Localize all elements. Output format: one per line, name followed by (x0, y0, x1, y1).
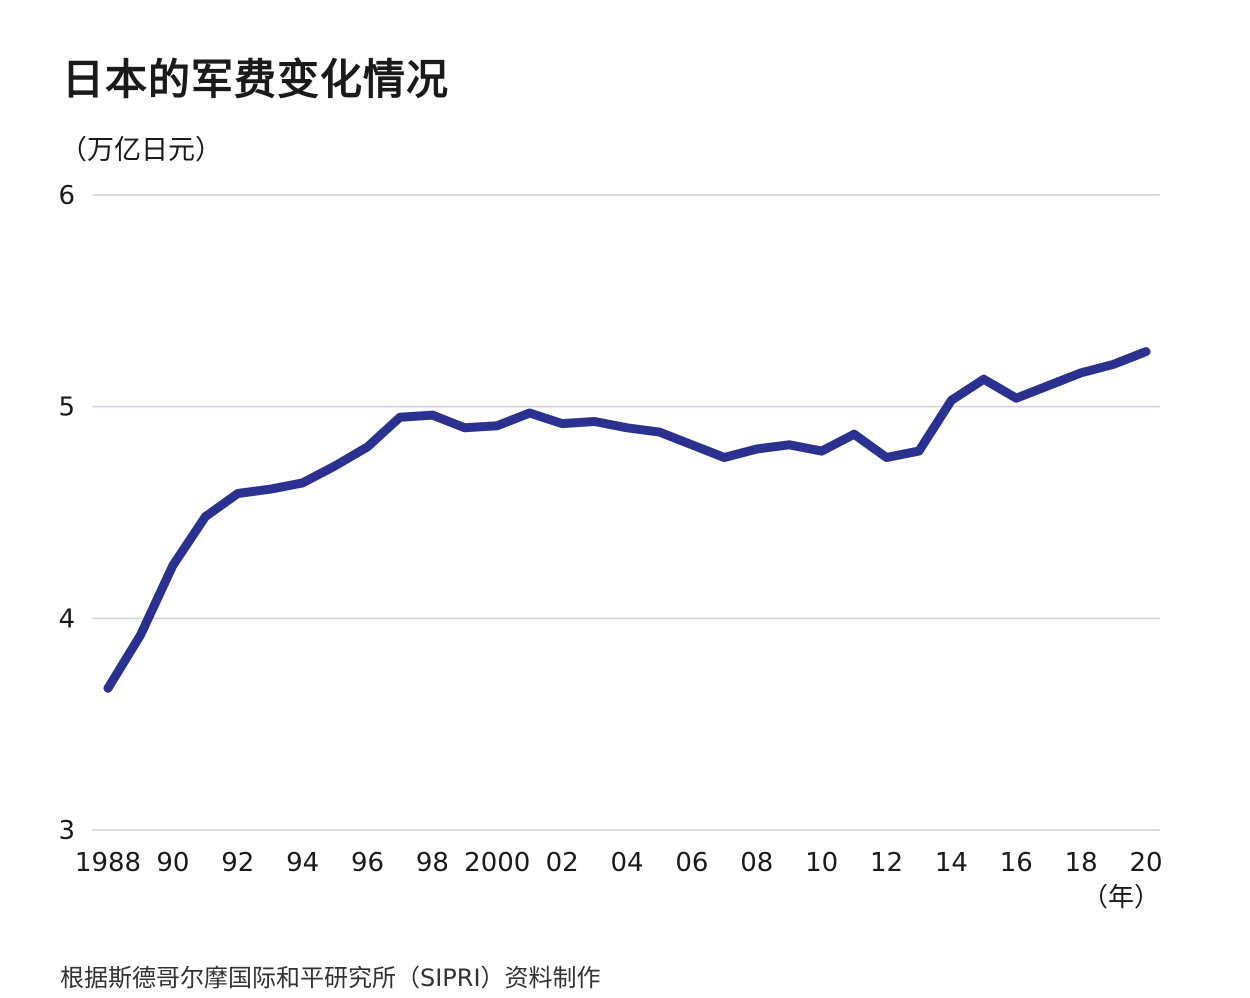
x-tick-label-2000: 2000 (464, 848, 530, 878)
x-tick-label-16: 16 (1000, 848, 1033, 878)
x-tick-label-14: 14 (935, 848, 968, 878)
y-axis-unit-label: （万亿日元） (60, 135, 222, 166)
y-tick-label-4: 4 (58, 604, 75, 634)
x-tick-label-18: 18 (1065, 848, 1098, 878)
y-tick-label-3: 3 (58, 816, 75, 846)
y-axis-tick-labels: 3 4 5 6 (58, 181, 75, 846)
x-tick-label-04: 04 (610, 848, 643, 878)
x-tick-label-08: 08 (740, 848, 773, 878)
x-tick-label-98: 98 (416, 848, 449, 878)
x-tick-label-94: 94 (286, 848, 319, 878)
x-tick-label-06: 06 (675, 848, 708, 878)
y-tick-label-6: 6 (58, 181, 75, 211)
series-line-0 (103, 347, 1151, 693)
chart-title: 日本的军费变化情况 (62, 55, 450, 104)
x-tick-label-10: 10 (805, 848, 838, 878)
series-layer (103, 347, 1151, 693)
x-axis-unit-label: （年） (1082, 883, 1160, 913)
x-axis-tick-labels: 1988 90 92 94 96 98 2000 02 04 06 08 10 12 14 16 18 20 (75, 848, 1163, 878)
x-tick-label-92: 92 (221, 848, 254, 878)
x-tick-label-1988: 1988 (75, 848, 141, 878)
y-tick-label-5: 5 (58, 393, 75, 423)
x-tick-label-02: 02 (546, 848, 579, 878)
gridlines (92, 194, 1160, 831)
x-tick-label-90: 90 (156, 848, 189, 878)
x-tick-label-20: 20 (1129, 848, 1162, 878)
x-tick-label-12: 12 (870, 848, 903, 878)
x-tick-label-96: 96 (351, 848, 384, 878)
source-note: 根据斯德哥尔摩国际和平研究所（SIPRI）资料制作 (60, 964, 601, 992)
